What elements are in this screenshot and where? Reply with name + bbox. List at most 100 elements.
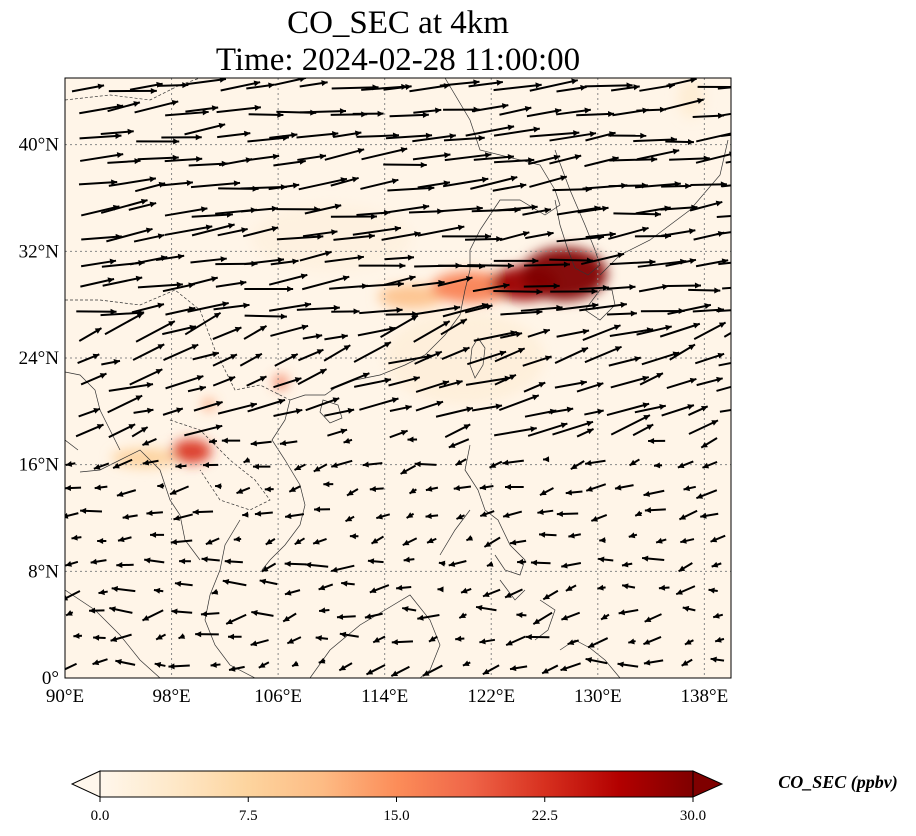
wind-arrow-head	[400, 468, 408, 474]
wind-arrow-head	[502, 459, 509, 466]
wind-arrow-head	[749, 212, 755, 218]
wind-arrow-head	[156, 634, 163, 640]
wind-arrow-head	[700, 512, 707, 519]
wind-arrow-head	[133, 101, 140, 107]
wind-arrow-head	[565, 489, 573, 496]
wind-arrow-head	[118, 536, 125, 543]
wind-arrow-shaft	[359, 308, 403, 315]
wind-arrow-head	[111, 179, 118, 186]
wind-arrow-head	[116, 491, 124, 497]
plot-title-line1: CO_SEC at 4km	[287, 5, 509, 41]
wind-arrow-shaft	[165, 110, 209, 117]
wind-arrow-head	[592, 302, 599, 309]
wind-arrow-head	[229, 665, 236, 672]
wind-arrow-head	[189, 324, 196, 331]
wind-arrow-shaft	[100, 199, 148, 214]
wind-arrow-head	[346, 489, 354, 496]
wind-arrow-shaft	[324, 148, 365, 161]
wind-arrow-head	[696, 493, 704, 499]
wind-arrow-shaft	[137, 283, 183, 289]
wind-arrow-head	[115, 133, 122, 140]
map-frame	[64, 77, 732, 679]
wind-arrow-shaft	[584, 345, 622, 364]
wind-arrow-head	[449, 133, 456, 140]
wind-arrow-head	[748, 319, 755, 325]
wind-arrow-head	[215, 483, 222, 490]
wind-arrow-head	[484, 541, 492, 547]
longitude-ticks: 90°E 98°E 106°E 114°E 122°E 130°E 138°E	[46, 686, 728, 707]
wind-arrow-head	[272, 153, 280, 160]
wind-arrow-shaft	[472, 283, 510, 293]
wind-arrow-head	[586, 420, 594, 427]
wind-arrow-shaft	[331, 86, 379, 90]
wind-arrow-head	[437, 586, 444, 593]
wind-arrow-head	[422, 670, 430, 676]
wind-arrow-head	[96, 424, 104, 430]
wind-arrow-head	[607, 111, 615, 118]
wind-arrow-head	[157, 233, 165, 240]
wind-arrow-head	[399, 262, 406, 269]
colorbar-gradient	[99, 770, 694, 798]
wind-arrow-head	[685, 182, 692, 189]
wind-arrow-head	[278, 398, 286, 405]
wind-arrow-head	[149, 201, 157, 208]
wind-arrow-head	[376, 513, 383, 520]
wind-arrow-head	[566, 406, 574, 413]
wind-arrow-head	[400, 147, 408, 153]
wind-arrow-head	[747, 284, 753, 290]
wind-arrow-shaft	[79, 104, 124, 115]
wind-arrow-shaft	[721, 112, 731, 117]
wind-arrow-head	[315, 333, 323, 340]
wind-arrow-head	[211, 105, 219, 112]
wind-arrow-head	[466, 535, 474, 541]
wind-arrow-head	[453, 305, 461, 312]
wind-arrow-head	[599, 537, 606, 544]
wind-arrow-shaft	[493, 127, 540, 137]
wind-arrow-shaft	[493, 83, 542, 92]
wind-arrow-head	[319, 369, 327, 375]
wind-arrow-head	[485, 233, 492, 240]
wind-arrow-shaft	[163, 343, 199, 361]
wind-arrow-head	[116, 562, 123, 569]
wind-arrow-shaft	[164, 225, 213, 236]
wind-arrow-shaft	[190, 181, 241, 189]
wind-arrow-head	[321, 80, 328, 87]
wind-arrow-head	[710, 656, 717, 663]
wind-arrow-shaft	[660, 206, 698, 211]
wind-arrow-head	[113, 462, 120, 469]
wind-arrow-shaft	[165, 375, 204, 390]
wind-arrow-shaft	[690, 183, 727, 186]
wind-arrow-head	[409, 487, 417, 494]
wind-arrow-head	[236, 488, 244, 494]
wind-arrow-head	[405, 84, 412, 91]
wind-arrow-head	[711, 420, 719, 426]
wind-arrow-shaft	[549, 132, 597, 142]
wind-arrow-head	[654, 211, 661, 218]
colorbar-tick-label: 7.5	[239, 808, 258, 824]
wind-arrow-head	[463, 424, 471, 430]
wind-arrow-head	[364, 613, 372, 620]
wind-arrow-head	[547, 231, 554, 237]
wind-arrow-head	[261, 565, 269, 572]
wind-arrow-head	[456, 513, 464, 520]
wind-arrow-head	[93, 634, 100, 641]
wind-arrow-head	[345, 515, 353, 522]
wind-arrow-head	[617, 661, 624, 668]
wind-arrow-shaft	[723, 331, 731, 338]
wind-arrow-head	[224, 558, 231, 565]
wind-arrow-head	[561, 562, 568, 569]
wind-arrow-shaft	[669, 157, 710, 161]
wind-arrow-head	[510, 175, 518, 182]
wind-arrow-head	[287, 638, 295, 644]
wind-arrow-head	[672, 148, 680, 155]
wind-arrow-head	[621, 561, 629, 568]
wind-arrow-head	[145, 227, 153, 234]
wind-arrow-head	[391, 670, 399, 677]
wind-arrow-head	[250, 402, 257, 409]
wind-arrow-shaft	[721, 184, 731, 188]
wind-arrow-shaft	[276, 235, 324, 241]
wind-arrow-shaft	[470, 176, 518, 190]
wind-arrow-head	[518, 348, 525, 354]
wind-arrow-head	[507, 124, 515, 131]
wind-arrow-head	[136, 313, 144, 319]
